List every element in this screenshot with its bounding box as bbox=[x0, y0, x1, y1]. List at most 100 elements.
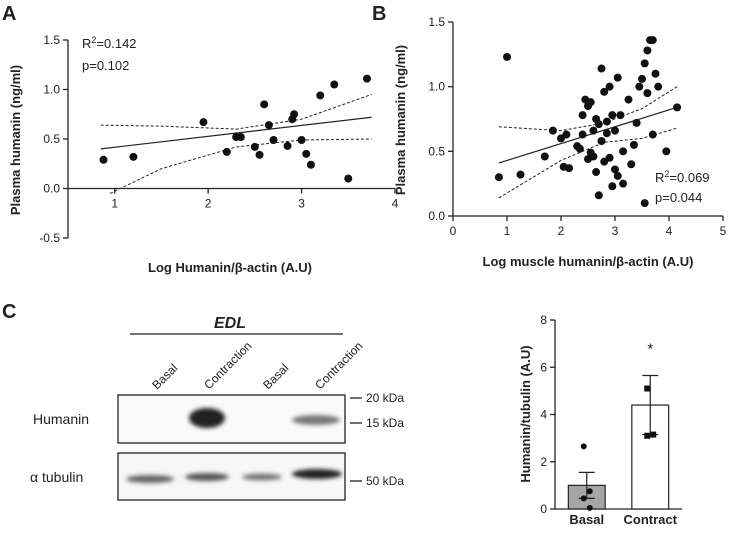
panel-letter: A bbox=[2, 3, 16, 25]
lane-label: Basal bbox=[149, 361, 180, 392]
r2-label: R2=0.142 bbox=[82, 35, 137, 51]
fit-line bbox=[498, 106, 678, 164]
x-tick-label: 5 bbox=[720, 224, 727, 238]
x-axis-label: Log Humanin/β-actin (A.U) bbox=[148, 260, 312, 275]
point bbox=[638, 74, 646, 83]
point bbox=[640, 59, 649, 68]
y-tick-label: 0.0 bbox=[43, 182, 60, 196]
x-tick-label: Contract bbox=[624, 512, 678, 527]
ci-line bbox=[109, 138, 372, 194]
point bbox=[586, 98, 595, 107]
point bbox=[644, 432, 651, 439]
point bbox=[600, 87, 609, 96]
point bbox=[540, 152, 549, 161]
y-tick-label: 0 bbox=[540, 502, 547, 516]
point bbox=[654, 82, 663, 91]
x-tick-label: 4 bbox=[666, 224, 673, 238]
point bbox=[651, 69, 660, 78]
point bbox=[611, 126, 619, 135]
x-tick-label: 4 bbox=[392, 197, 399, 211]
point bbox=[608, 182, 617, 191]
point bbox=[635, 82, 644, 91]
point bbox=[297, 135, 306, 144]
point bbox=[255, 150, 264, 159]
point bbox=[648, 130, 657, 139]
point bbox=[548, 126, 557, 135]
lane-label: Contraction bbox=[201, 339, 254, 392]
r2-value: =0.142 bbox=[96, 36, 136, 51]
point bbox=[99, 155, 108, 164]
y-tick-label: 0.5 bbox=[43, 132, 60, 146]
point bbox=[580, 495, 587, 502]
row-label: α tubulin bbox=[30, 469, 83, 485]
y-tick-label: 0.5 bbox=[428, 144, 445, 158]
point bbox=[562, 130, 571, 139]
y-tick-label: 1.0 bbox=[428, 80, 445, 94]
band bbox=[185, 473, 229, 481]
point bbox=[608, 111, 617, 120]
significance: * bbox=[647, 341, 653, 358]
r2-prefix: R bbox=[82, 36, 91, 51]
point bbox=[586, 504, 593, 511]
point bbox=[613, 73, 622, 82]
y-tick-label: 1.0 bbox=[43, 83, 60, 97]
x-tick-label: 3 bbox=[612, 224, 619, 238]
y-tick-label: 6 bbox=[540, 360, 547, 374]
y-tick-label: 8 bbox=[540, 313, 547, 327]
point bbox=[594, 120, 603, 129]
r2-value: =0.069 bbox=[669, 170, 709, 185]
x-tick-label: 2 bbox=[205, 197, 212, 211]
y-tick-label: 0.0 bbox=[428, 209, 445, 223]
y-tick-label: 4 bbox=[540, 408, 547, 422]
band bbox=[189, 408, 225, 428]
marker-label: 20 kDa bbox=[366, 391, 404, 405]
band bbox=[126, 475, 174, 483]
p-label: p=0.044 bbox=[655, 190, 702, 205]
point bbox=[578, 130, 587, 139]
point bbox=[616, 111, 625, 120]
band bbox=[242, 473, 282, 481]
point bbox=[648, 36, 657, 45]
point bbox=[619, 147, 628, 156]
point bbox=[580, 443, 587, 450]
panel-letter: B bbox=[372, 3, 386, 25]
point bbox=[344, 174, 353, 183]
x-tick-label: Basal bbox=[569, 512, 604, 527]
point bbox=[250, 142, 259, 151]
band bbox=[292, 469, 342, 479]
point bbox=[605, 82, 614, 91]
point bbox=[222, 147, 231, 156]
x-tick-label: 0 bbox=[450, 224, 457, 238]
marker-label: 15 kDa bbox=[366, 416, 404, 430]
blot-group: EDL bbox=[214, 315, 246, 332]
point bbox=[362, 74, 371, 83]
point bbox=[640, 199, 649, 208]
point bbox=[302, 149, 311, 158]
point bbox=[592, 168, 601, 177]
point bbox=[316, 91, 325, 100]
point bbox=[629, 140, 638, 149]
point bbox=[516, 170, 525, 179]
point bbox=[578, 111, 587, 120]
marker-label: 50 kDa bbox=[366, 474, 404, 488]
y-tick-label: 2 bbox=[540, 455, 547, 469]
y-axis-label: Plasma humanin (ng/ml) bbox=[8, 65, 23, 215]
point bbox=[589, 152, 598, 161]
point bbox=[602, 117, 611, 126]
point bbox=[605, 153, 614, 162]
point bbox=[627, 160, 636, 169]
point bbox=[129, 152, 138, 161]
panel-letter: C bbox=[2, 301, 16, 323]
point bbox=[269, 135, 278, 144]
point bbox=[644, 385, 651, 392]
point bbox=[650, 431, 657, 438]
point bbox=[624, 95, 633, 104]
x-tick-label: 1 bbox=[111, 197, 118, 211]
r2-sup: 2 bbox=[664, 169, 669, 179]
point bbox=[632, 118, 641, 127]
ci-line bbox=[100, 93, 372, 130]
bands bbox=[126, 408, 342, 483]
point bbox=[613, 171, 622, 180]
point bbox=[260, 100, 269, 109]
